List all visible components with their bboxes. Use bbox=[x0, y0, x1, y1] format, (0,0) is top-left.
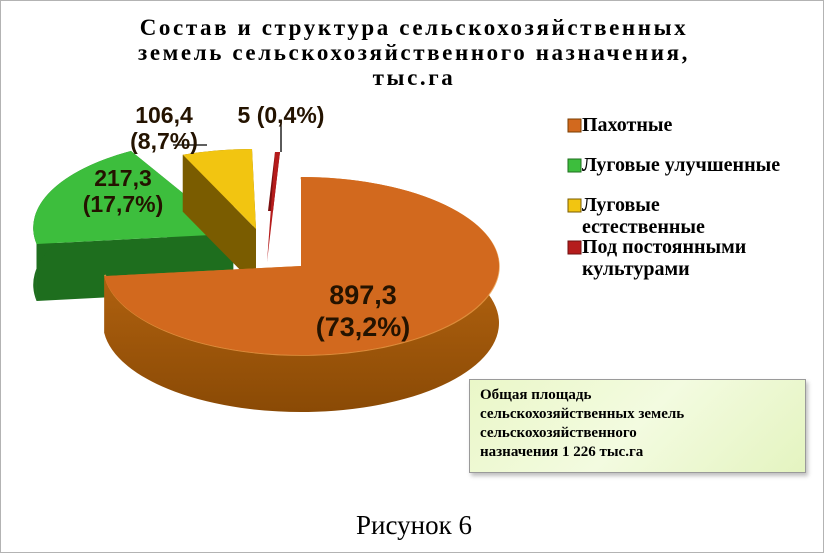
svg-text:(8,7%): (8,7%) bbox=[130, 128, 198, 154]
svg-text:естественные: естественные bbox=[582, 216, 705, 238]
svg-text:5 (0,4%): 5 (0,4%) bbox=[238, 102, 325, 128]
svg-text:(17,7%): (17,7%) bbox=[83, 191, 164, 217]
svg-text:Луговые улучшенные: Луговые улучшенные bbox=[582, 154, 780, 176]
svg-text:106,4: 106,4 bbox=[135, 102, 193, 128]
svg-text:897,3: 897,3 bbox=[329, 280, 397, 310]
svg-text:Пахотные: Пахотные bbox=[582, 114, 672, 136]
svg-text:культурами: культурами bbox=[582, 258, 690, 280]
svg-text:Луговые: Луговые bbox=[582, 194, 660, 216]
svg-text:Под постоянными: Под постоянными bbox=[582, 236, 746, 258]
svg-text:(73,2%): (73,2%) bbox=[316, 312, 411, 342]
svg-text:217,3: 217,3 bbox=[94, 165, 152, 191]
